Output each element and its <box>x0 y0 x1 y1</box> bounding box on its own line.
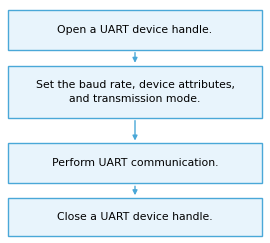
Text: Open a UART device handle.: Open a UART device handle. <box>58 25 212 35</box>
Text: Set the baud rate, device attributes,
and transmission mode.: Set the baud rate, device attributes, an… <box>35 80 235 104</box>
FancyBboxPatch shape <box>8 143 262 183</box>
FancyBboxPatch shape <box>8 10 262 50</box>
Text: Close a UART device handle.: Close a UART device handle. <box>57 212 213 222</box>
FancyBboxPatch shape <box>8 198 262 236</box>
FancyBboxPatch shape <box>8 66 262 118</box>
Text: Perform UART communication.: Perform UART communication. <box>52 158 218 168</box>
